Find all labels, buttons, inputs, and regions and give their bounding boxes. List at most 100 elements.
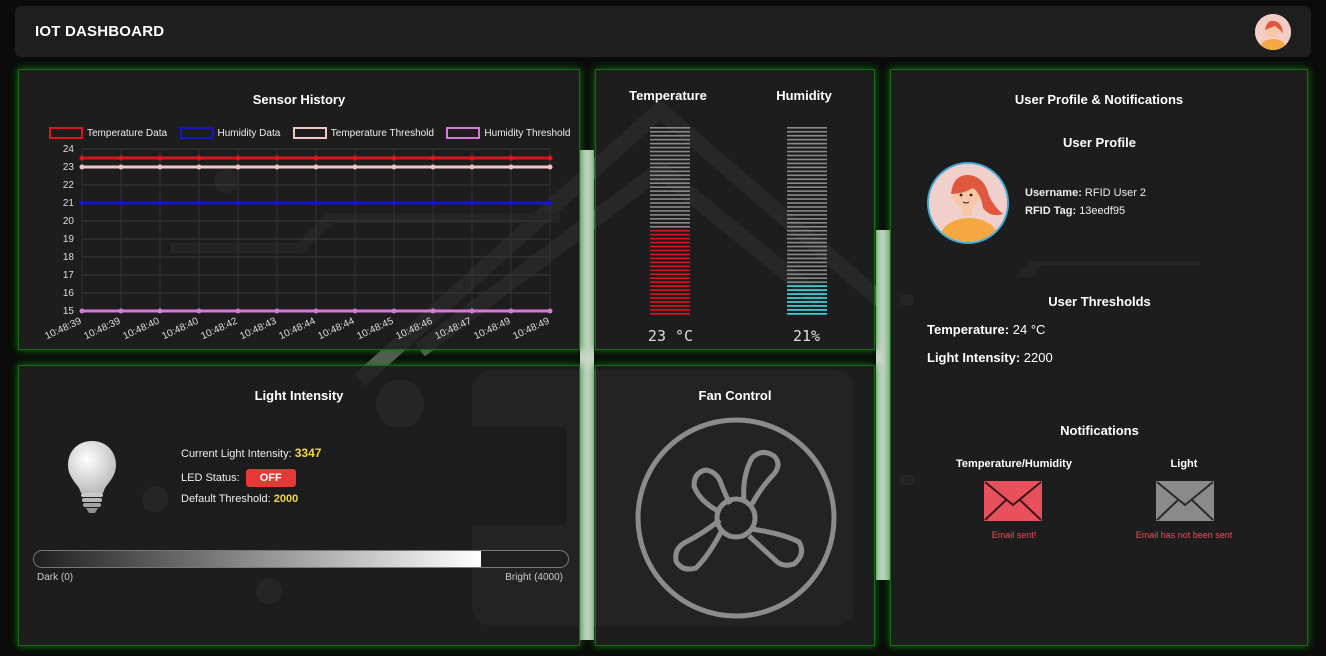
gauge-segment (787, 241, 827, 244)
user-thresholds-card: User Thresholds Temperature: 24 °C Light… (914, 277, 1285, 390)
gauge-segment (787, 154, 827, 157)
temperature-data-point (430, 155, 436, 161)
humidity-threshold-point (118, 308, 124, 314)
gauge-segment (787, 245, 827, 248)
humidity-threshold-point (79, 308, 85, 314)
threshold-light-value: 2200 (1023, 350, 1053, 365)
gauge-segment (650, 218, 690, 220)
gauge-segment (650, 214, 690, 216)
temperature-threshold-point (313, 164, 319, 170)
gauge-segment (787, 253, 827, 256)
sensor-history-panel: Sensor History Temperature Data Humidity… (18, 69, 580, 350)
gauge-segment (787, 285, 827, 287)
gauge-segment (787, 277, 827, 280)
temperature-threshold-point (118, 164, 124, 170)
light-bulb-icon (68, 441, 116, 513)
legend-humidity-data[interactable]: Humidity Data (179, 127, 280, 139)
user-profile-title: User Profile (1063, 135, 1136, 150)
gauge-segment (650, 313, 690, 315)
gauge-segment (787, 218, 827, 220)
user-avatar[interactable] (927, 162, 1009, 244)
temperature-data-point (235, 155, 241, 161)
humidity-threshold-point (274, 308, 280, 314)
x-tick-label: 10:48:45 (355, 316, 395, 343)
user-profile-card: User Profile Username: RFID User 2 RFID … (914, 118, 1285, 261)
x-tick-label: 10:48:42 (199, 316, 239, 343)
gauge-segment (650, 134, 690, 137)
led-status-row: LED Status: OFF (181, 469, 296, 487)
gauge-segment (650, 285, 690, 287)
led-status-button[interactable]: OFF (245, 469, 296, 487)
temperature-threshold-point (352, 164, 358, 170)
humidity-gauge (787, 127, 827, 315)
fan-icon[interactable] (634, 416, 838, 620)
legend-temperature-data[interactable]: Temperature Data (49, 127, 167, 139)
gauge-segment (650, 206, 690, 208)
humidity-threshold-point (547, 308, 553, 314)
humidity-data-point (352, 200, 358, 206)
dashboard-title: IOT DASHBOARD (35, 23, 165, 40)
temperature-readout: 23 °C (647, 327, 694, 345)
default-threshold-row: Default Threshold: 2000 (181, 493, 299, 505)
gauge-segment (650, 127, 690, 129)
temperature-threshold-point (469, 164, 475, 170)
gauge-segment (650, 202, 690, 204)
gauge-segment (650, 154, 690, 157)
gauge-segment (787, 257, 827, 260)
gauge-segment (787, 214, 827, 216)
gauge-segment (650, 162, 690, 165)
header-avatar[interactable] (1255, 13, 1291, 50)
current-light-value: 3347 (294, 446, 322, 460)
profile-notifications-panel: User Profile & Notifications User Profil… (890, 69, 1308, 646)
gauge-segment (787, 202, 827, 204)
temperature-threshold-point (274, 164, 280, 170)
gauge-segment (650, 269, 690, 272)
gauge-segment (650, 182, 690, 185)
gauge-segment (787, 233, 827, 236)
rfid-tag-value: 13eedf95 (1079, 205, 1126, 217)
legend-temperature-threshold[interactable]: Temperature Threshold (292, 127, 434, 139)
gauge-segment (787, 206, 827, 208)
gauge-segment (650, 158, 690, 161)
profile-notifications-title: User Profile & Notifications (1014, 92, 1184, 107)
temperature-data-point (547, 155, 553, 161)
gauge-segment (787, 198, 827, 200)
gauge-segment (650, 210, 690, 212)
gauge-segment (787, 222, 827, 224)
x-tick-label: 10:48:49 (511, 316, 551, 343)
light-slider[interactable] (33, 550, 569, 568)
gauge-segment (650, 297, 690, 299)
gauge-segment (787, 309, 827, 311)
fan-control-panel: Fan Control (595, 365, 875, 646)
gauge-segment (787, 301, 827, 303)
gauge-segment (787, 138, 827, 141)
gauge-segment (787, 289, 827, 291)
gauge-segment (787, 265, 827, 268)
gauge-segment (787, 182, 827, 185)
humidity-data-point (196, 200, 202, 206)
gauge-segment (650, 277, 690, 280)
humidity-threshold-point (157, 308, 163, 314)
humidity-data-point (313, 200, 319, 206)
y-tick-label: 20 (63, 216, 75, 227)
username-row: Username: RFID User 2 (1025, 187, 1147, 199)
gauge-segment (787, 150, 827, 153)
gauge-segment (787, 293, 827, 295)
gauge-segment (787, 229, 827, 232)
gauge-segment (787, 305, 827, 307)
x-tick-label: 10:48:44 (277, 316, 317, 343)
sensor-history-title: Sensor History (252, 92, 346, 107)
gauge-segment (787, 297, 827, 299)
y-tick-label: 24 (63, 144, 75, 155)
rfid-tag-row: RFID Tag: 13eedf95 (1025, 205, 1126, 217)
gauge-segment (787, 210, 827, 212)
gauge-segment (787, 273, 827, 276)
username-value: RFID User 2 (1084, 187, 1147, 199)
notification-temp-humidity-label: Temperature/Humidity (956, 458, 1072, 470)
email-sent-icon (984, 481, 1042, 521)
gauge-segment (787, 313, 827, 315)
light-intensity-panel: Light Intensity Current Light Intensity:… (18, 365, 580, 646)
gauge-segment (787, 194, 827, 196)
legend-humidity-threshold[interactable]: Humidity Threshold (446, 127, 570, 139)
